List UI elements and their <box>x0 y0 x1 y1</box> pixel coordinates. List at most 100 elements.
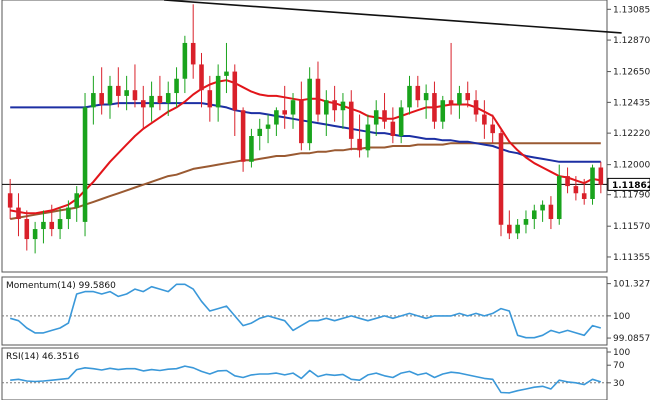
candle <box>199 52 204 108</box>
candle-body <box>265 124 271 129</box>
candle-body <box>398 107 404 136</box>
price-axis-tick-label: 1.12000 <box>613 161 650 171</box>
candle-body <box>91 93 96 108</box>
candle <box>174 67 179 108</box>
momentum-panel: 101.3274 100 99.0857 Momentum(14) 99.5860 <box>1 276 650 346</box>
candle <box>257 118 263 151</box>
candle-body <box>307 78 312 144</box>
candle-body <box>207 90 213 108</box>
candle-body <box>124 90 129 96</box>
momentum-axis-tick-label: 100 <box>613 312 630 322</box>
candle <box>215 64 221 122</box>
candle <box>332 85 337 122</box>
candle-body <box>556 176 562 220</box>
candle-body <box>140 100 146 108</box>
candle-body <box>165 93 171 104</box>
candle <box>373 100 379 136</box>
candle-body <box>249 136 254 162</box>
momentum-panel-frame <box>1 276 608 346</box>
candle <box>465 81 471 108</box>
candle-body <box>407 85 412 108</box>
price-axis-tick-label: 1.12220 <box>613 129 650 139</box>
price-axis-tick-label: 1.11570 <box>613 222 650 232</box>
candle <box>124 75 129 111</box>
candle <box>82 93 88 237</box>
candle-body <box>531 210 537 220</box>
candle-body <box>282 110 287 115</box>
candle <box>232 64 238 136</box>
candle <box>315 61 321 122</box>
candle <box>507 210 512 240</box>
candle <box>307 67 312 151</box>
candle-body <box>107 85 113 105</box>
candle <box>432 81 437 129</box>
candle-body <box>74 193 80 208</box>
candle <box>149 81 154 122</box>
candle-body <box>598 167 604 185</box>
candle <box>573 176 579 201</box>
candle-body <box>149 95 154 108</box>
candle <box>423 84 429 119</box>
candle-body <box>66 207 71 220</box>
candle <box>57 207 63 240</box>
candle <box>548 196 554 230</box>
price-axis-tick-label: 1.12870 <box>613 36 650 46</box>
candle-body <box>340 101 346 111</box>
candle-body <box>157 95 163 104</box>
current-price-box <box>607 177 650 191</box>
candle <box>390 107 396 144</box>
candle <box>32 221 38 254</box>
candle-body <box>482 114 487 125</box>
candle-body <box>390 121 396 136</box>
candle-body <box>299 100 304 144</box>
candle-body <box>507 224 512 234</box>
candle <box>7 178 13 220</box>
rsi-label: RSI(14) 46.3516 <box>6 352 79 362</box>
candle-body <box>365 124 371 151</box>
candle <box>457 85 462 119</box>
candle-body <box>457 93 462 105</box>
candle <box>66 200 71 230</box>
candle-body <box>448 100 454 105</box>
candle <box>440 95 446 129</box>
candle-body <box>590 167 595 199</box>
candle <box>490 114 495 144</box>
candle <box>348 90 354 151</box>
candle <box>515 219 520 240</box>
candle-body <box>515 224 520 234</box>
candle-body <box>224 71 229 76</box>
candle-body <box>382 110 387 122</box>
candle <box>16 193 21 237</box>
candle-body <box>215 75 221 108</box>
candle-body <box>540 204 545 211</box>
candle <box>91 75 96 125</box>
rsi-axis-tick-label: 100 <box>613 348 630 358</box>
momentum-axis-tick-label: 101.3274 <box>613 280 650 290</box>
candle <box>382 93 387 129</box>
candle-body <box>324 100 329 115</box>
candle <box>41 210 46 244</box>
candle <box>240 107 246 172</box>
candle-body <box>573 186 579 194</box>
candle <box>265 114 271 144</box>
price-panel: 1.13085 1.12870 1.12650 1.12435 1.12220 1.120… <box>1 0 650 273</box>
candle <box>157 75 163 111</box>
candle <box>165 81 171 116</box>
candle-body <box>82 107 88 222</box>
price-axis-tick-label: 1.11355 <box>613 253 650 263</box>
candle-body <box>16 207 21 220</box>
trendline <box>164 0 622 34</box>
candle-body <box>274 110 279 125</box>
candle-body <box>581 193 587 199</box>
rsi-axis-tick-label: 30 <box>613 379 625 389</box>
candle-body <box>240 110 246 162</box>
candle <box>207 75 213 122</box>
rsi-panel-frame <box>1 347 608 400</box>
sma-fast-line <box>10 79 601 215</box>
candle-body <box>7 193 13 208</box>
candle-body <box>132 90 138 101</box>
candle <box>99 67 104 115</box>
candle <box>182 35 188 94</box>
candle-body <box>199 64 204 91</box>
